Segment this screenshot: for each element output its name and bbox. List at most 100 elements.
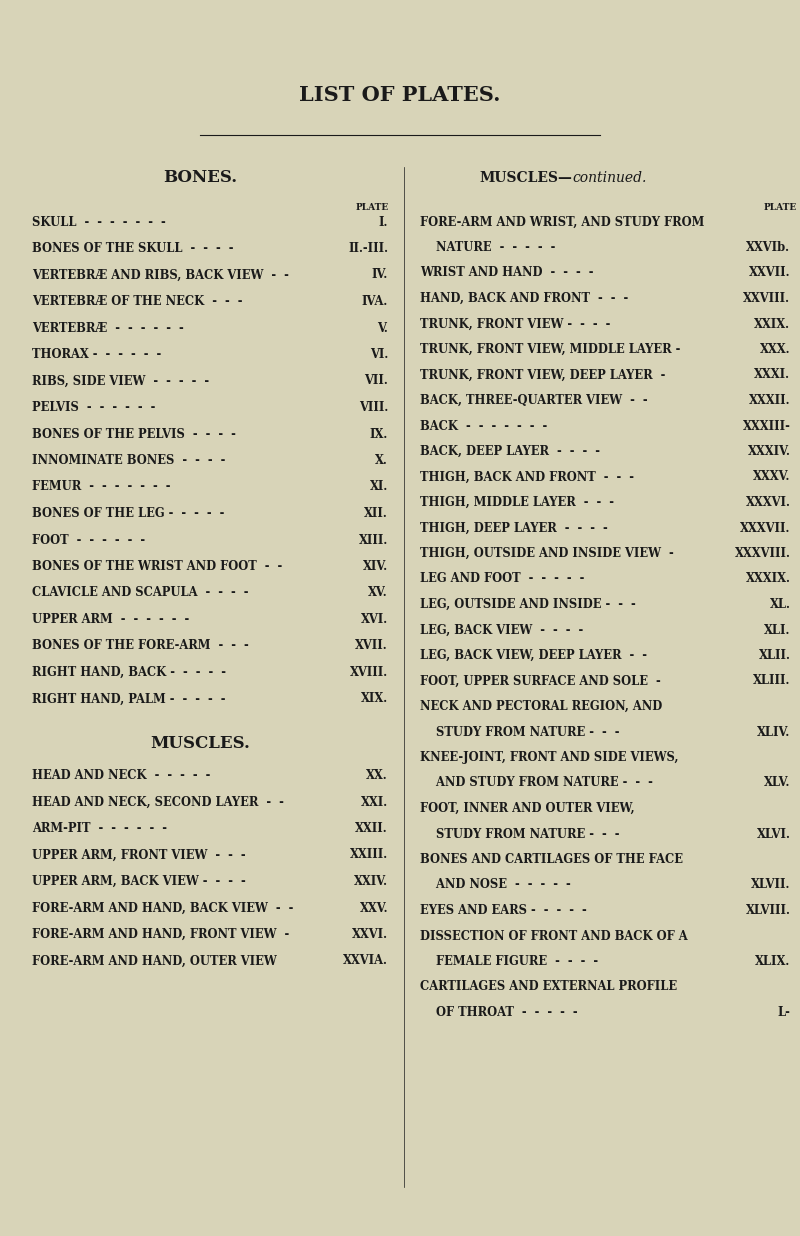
- Text: DISSECTION OF FRONT AND BACK OF A: DISSECTION OF FRONT AND BACK OF A: [420, 929, 688, 943]
- Text: FEMUR  -  -  -  -  -  -  -: FEMUR - - - - - - -: [32, 481, 170, 493]
- Text: TRUNK, FRONT VIEW -  -  -  -: TRUNK, FRONT VIEW - - - -: [420, 318, 610, 330]
- Text: BONES AND CARTILAGES OF THE FACE: BONES AND CARTILAGES OF THE FACE: [420, 853, 683, 866]
- Text: XVII.: XVII.: [355, 639, 388, 653]
- Text: XXXIV.: XXXIV.: [747, 445, 790, 459]
- Text: VERTEBRÆ  -  -  -  -  -  -: VERTEBRÆ - - - - - -: [32, 321, 184, 335]
- Text: XXIII.: XXIII.: [350, 848, 388, 861]
- Text: FORE-ARM AND HAND, OUTER VIEW: FORE-ARM AND HAND, OUTER VIEW: [32, 954, 277, 968]
- Text: THORAX -  -  -  -  -  -: THORAX - - - - - -: [32, 349, 162, 361]
- Text: THIGH, BACK AND FRONT  -  -  -: THIGH, BACK AND FRONT - - -: [420, 471, 634, 483]
- Text: VI.: VI.: [370, 349, 388, 361]
- Text: LEG, BACK VIEW  -  -  -  -: LEG, BACK VIEW - - - -: [420, 623, 583, 637]
- Text: IV.: IV.: [372, 268, 388, 282]
- Text: XXV.: XXV.: [359, 901, 388, 915]
- Text: LIST OF PLATES.: LIST OF PLATES.: [299, 85, 501, 105]
- Text: BONES OF THE FORE-ARM  -  -  -: BONES OF THE FORE-ARM - - -: [32, 639, 249, 653]
- Text: XXXIII-: XXXIII-: [742, 419, 790, 433]
- Text: XVIII.: XVIII.: [350, 666, 388, 679]
- Text: AND NOSE  -  -  -  -  -: AND NOSE - - - - -: [420, 879, 570, 891]
- Text: XI.: XI.: [370, 481, 388, 493]
- Text: XLVI.: XLVI.: [757, 827, 790, 840]
- Text: NATURE  -  -  -  -  -: NATURE - - - - -: [420, 241, 555, 255]
- Text: XXI.: XXI.: [361, 796, 388, 808]
- Text: XLV.: XLV.: [764, 776, 790, 790]
- Text: ARM-PIT  -  -  -  -  -  -: ARM-PIT - - - - - -: [32, 822, 167, 836]
- Text: THIGH, DEEP LAYER  -  -  -  -: THIGH, DEEP LAYER - - - -: [420, 522, 608, 534]
- Text: AND STUDY FROM NATURE -  -  -: AND STUDY FROM NATURE - - -: [420, 776, 653, 790]
- Text: FORE-ARM AND HAND, BACK VIEW  -  -: FORE-ARM AND HAND, BACK VIEW - -: [32, 901, 294, 915]
- Text: XXVIb.: XXVIb.: [746, 241, 790, 255]
- Text: RIGHT HAND, PALM -  -  -  -  -: RIGHT HAND, PALM - - - - -: [32, 692, 226, 706]
- Text: BONES OF THE LEG -  -  -  -  -: BONES OF THE LEG - - - - -: [32, 507, 224, 520]
- Text: X.: X.: [375, 454, 388, 467]
- Text: XXXV.: XXXV.: [753, 471, 790, 483]
- Text: XLIII.: XLIII.: [753, 675, 790, 687]
- Text: EYES AND EARS -  -  -  -  -: EYES AND EARS - - - - -: [420, 904, 586, 917]
- Text: HAND, BACK AND FRONT  -  -  -: HAND, BACK AND FRONT - - -: [420, 292, 628, 305]
- Text: HEAD AND NECK, SECOND LAYER  -  -: HEAD AND NECK, SECOND LAYER - -: [32, 796, 284, 808]
- Text: THIGH, OUTSIDE AND INSIDE VIEW  -: THIGH, OUTSIDE AND INSIDE VIEW -: [420, 548, 674, 560]
- Text: XXXII.: XXXII.: [749, 394, 790, 407]
- Text: XXVIA.: XXVIA.: [343, 954, 388, 968]
- Text: TRUNK, FRONT VIEW, MIDDLE LAYER -: TRUNK, FRONT VIEW, MIDDLE LAYER -: [420, 344, 680, 356]
- Text: RIGHT HAND, BACK -  -  -  -  -: RIGHT HAND, BACK - - - - -: [32, 666, 226, 679]
- Text: FOOT, INNER AND OUTER VIEW,: FOOT, INNER AND OUTER VIEW,: [420, 802, 634, 815]
- Text: UPPER ARM  -  -  -  -  -  -: UPPER ARM - - - - - -: [32, 613, 190, 625]
- Text: NECK AND PECTORAL REGION, AND: NECK AND PECTORAL REGION, AND: [420, 700, 662, 713]
- Text: VIII.: VIII.: [358, 400, 388, 414]
- Text: XXII.: XXII.: [355, 822, 388, 836]
- Text: XL.: XL.: [770, 598, 790, 611]
- Text: WRIST AND HAND  -  -  -  -: WRIST AND HAND - - - -: [420, 267, 594, 279]
- Text: BONES OF THE SKULL  -  -  -  -: BONES OF THE SKULL - - - -: [32, 242, 234, 255]
- Text: XXVI.: XXVI.: [352, 928, 388, 941]
- Text: XLI.: XLI.: [764, 623, 790, 637]
- Text: OF THROAT  -  -  -  -  -: OF THROAT - - - - -: [420, 1006, 578, 1018]
- Text: HEAD AND NECK  -  -  -  -  -: HEAD AND NECK - - - - -: [32, 769, 210, 782]
- Text: VERTEBRÆ OF THE NECK  -  -  -: VERTEBRÆ OF THE NECK - - -: [32, 295, 242, 308]
- Text: BONES OF THE WRIST AND FOOT  -  -: BONES OF THE WRIST AND FOOT - -: [32, 560, 282, 574]
- Text: XV.: XV.: [368, 587, 388, 599]
- Text: INNOMINATE BONES  -  -  -  -: INNOMINATE BONES - - - -: [32, 454, 226, 467]
- Text: XXXVII.: XXXVII.: [740, 522, 790, 534]
- Text: XIX.: XIX.: [361, 692, 388, 706]
- Text: SKULL  -  -  -  -  -  -  -: SKULL - - - - - - -: [32, 215, 166, 229]
- Text: XXXIX.: XXXIX.: [746, 572, 790, 586]
- Text: BACK  -  -  -  -  -  -  -: BACK - - - - - - -: [420, 419, 547, 433]
- Text: VII.: VII.: [364, 375, 388, 388]
- Text: IVA.: IVA.: [362, 295, 388, 308]
- Text: II.-III.: II.-III.: [348, 242, 388, 255]
- Text: STUDY FROM NATURE -  -  -: STUDY FROM NATURE - - -: [420, 827, 619, 840]
- Text: L-: L-: [778, 1006, 790, 1018]
- Text: MUSCLES—: MUSCLES—: [479, 171, 572, 185]
- Text: continued.: continued.: [572, 171, 646, 185]
- Text: XLIV.: XLIV.: [757, 726, 790, 738]
- Text: PLATE: PLATE: [763, 203, 797, 211]
- Text: LEG, BACK VIEW, DEEP LAYER  -  -: LEG, BACK VIEW, DEEP LAYER - -: [420, 649, 647, 662]
- Text: XIV.: XIV.: [363, 560, 388, 574]
- Text: XXX.: XXX.: [760, 344, 790, 356]
- Text: CARTILAGES AND EXTERNAL PROFILE: CARTILAGES AND EXTERNAL PROFILE: [420, 980, 677, 994]
- Text: BACK, THREE-QUARTER VIEW  -  -: BACK, THREE-QUARTER VIEW - -: [420, 394, 648, 407]
- Text: FEMALE FIGURE  -  -  -  -: FEMALE FIGURE - - - -: [420, 955, 598, 968]
- Text: BACK, DEEP LAYER  -  -  -  -: BACK, DEEP LAYER - - - -: [420, 445, 600, 459]
- Text: STUDY FROM NATURE -  -  -: STUDY FROM NATURE - - -: [420, 726, 619, 738]
- Text: XX.: XX.: [366, 769, 388, 782]
- Text: V.: V.: [378, 321, 388, 335]
- Text: XXIX.: XXIX.: [754, 318, 790, 330]
- Text: FOOT  -  -  -  -  -  -: FOOT - - - - - -: [32, 534, 145, 546]
- Text: VERTEBRÆ AND RIBS, BACK VIEW  -  -: VERTEBRÆ AND RIBS, BACK VIEW - -: [32, 268, 289, 282]
- Text: LEG AND FOOT  -  -  -  -  -: LEG AND FOOT - - - - -: [420, 572, 584, 586]
- Text: PELVIS  -  -  -  -  -  -: PELVIS - - - - - -: [32, 400, 155, 414]
- Text: I.: I.: [378, 215, 388, 229]
- Text: THIGH, MIDDLE LAYER  -  -  -: THIGH, MIDDLE LAYER - - -: [420, 496, 614, 509]
- Text: XXVIII.: XXVIII.: [743, 292, 790, 305]
- Text: XVI.: XVI.: [361, 613, 388, 625]
- Text: XLVII.: XLVII.: [751, 879, 790, 891]
- Text: XXVII.: XXVII.: [749, 267, 790, 279]
- Text: BONES.: BONES.: [163, 169, 237, 187]
- Text: XLVIII.: XLVIII.: [746, 904, 790, 917]
- Text: CLAVICLE AND SCAPULA  -  -  -  -: CLAVICLE AND SCAPULA - - - -: [32, 587, 249, 599]
- Text: MUSCLES.: MUSCLES.: [150, 735, 250, 751]
- Text: XIII.: XIII.: [358, 534, 388, 546]
- Text: FORE-ARM AND WRIST, AND STUDY FROM: FORE-ARM AND WRIST, AND STUDY FROM: [420, 215, 704, 229]
